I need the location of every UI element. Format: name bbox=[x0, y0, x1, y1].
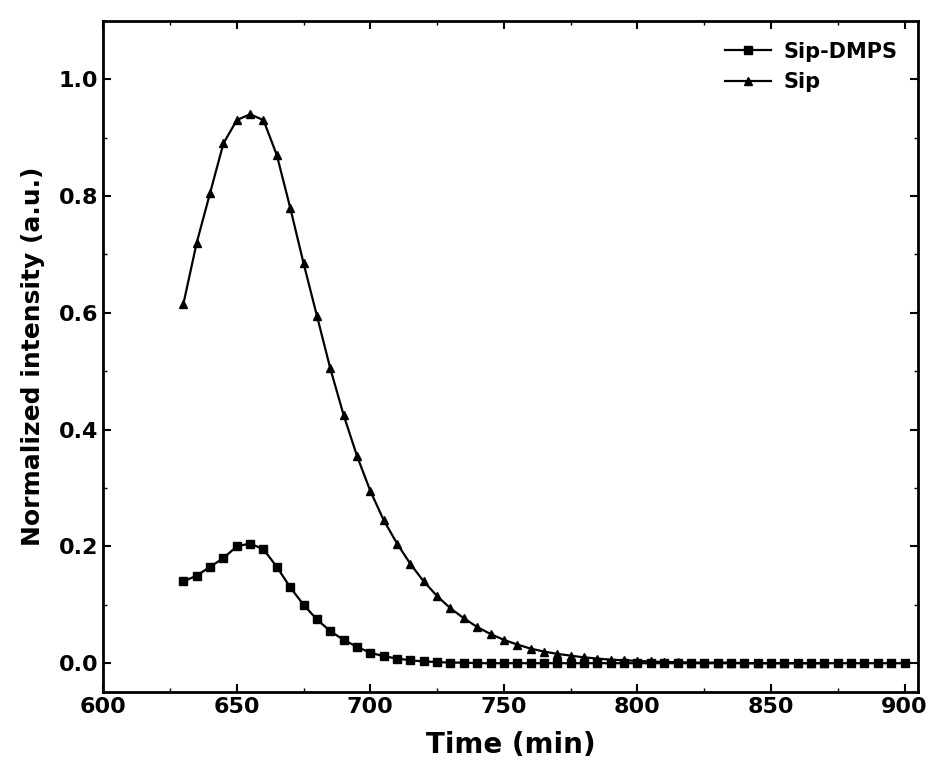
Sip bbox=[658, 658, 670, 667]
Sip bbox=[218, 139, 229, 148]
Sip-DMPS bbox=[899, 658, 910, 668]
Sip-DMPS bbox=[244, 539, 256, 548]
Legend: Sip-DMPS, Sip: Sip-DMPS, Sip bbox=[714, 31, 907, 102]
Sip bbox=[645, 657, 656, 666]
Sip bbox=[271, 151, 282, 160]
Sip bbox=[539, 647, 550, 656]
Sip bbox=[445, 604, 456, 613]
Sip bbox=[418, 576, 429, 586]
Sip bbox=[338, 410, 350, 420]
Sip bbox=[632, 656, 643, 665]
Sip bbox=[565, 651, 577, 661]
Sip bbox=[204, 189, 216, 198]
Sip bbox=[698, 658, 710, 668]
Sip bbox=[191, 238, 202, 247]
Sip bbox=[792, 658, 804, 668]
Sip bbox=[685, 658, 696, 668]
Sip bbox=[365, 486, 376, 495]
Sip bbox=[525, 644, 537, 654]
Sip bbox=[378, 516, 390, 525]
Sip-DMPS bbox=[271, 562, 282, 572]
Sip bbox=[325, 363, 336, 373]
Line: Sip: Sip bbox=[180, 110, 828, 668]
Line: Sip-DMPS: Sip-DMPS bbox=[180, 539, 909, 668]
Sip-DMPS bbox=[885, 658, 897, 668]
Sip bbox=[484, 629, 496, 639]
Sip bbox=[511, 640, 522, 649]
Sip-DMPS bbox=[325, 626, 336, 636]
Sip bbox=[405, 559, 416, 569]
Sip bbox=[752, 658, 764, 668]
Sip bbox=[592, 654, 603, 663]
Sip bbox=[618, 656, 630, 665]
Sip-DMPS bbox=[458, 658, 469, 668]
Sip-DMPS bbox=[178, 576, 189, 586]
Sip bbox=[391, 539, 403, 548]
Sip bbox=[712, 658, 723, 668]
Sip bbox=[231, 115, 242, 125]
Sip bbox=[806, 658, 817, 668]
Sip bbox=[298, 258, 310, 268]
Sip-DMPS bbox=[471, 658, 483, 668]
Sip bbox=[471, 622, 483, 632]
Sip bbox=[552, 649, 563, 658]
X-axis label: Time (min): Time (min) bbox=[426, 731, 596, 759]
Sip bbox=[725, 658, 736, 668]
Sip-DMPS bbox=[846, 658, 857, 668]
Sip bbox=[605, 655, 617, 665]
Sip bbox=[284, 203, 295, 212]
Sip bbox=[498, 635, 509, 644]
Sip bbox=[178, 300, 189, 309]
Sip bbox=[779, 658, 790, 668]
Sip bbox=[672, 658, 683, 667]
Sip bbox=[257, 115, 269, 125]
Sip bbox=[819, 658, 830, 668]
Sip bbox=[738, 658, 750, 668]
Sip bbox=[458, 614, 469, 623]
Sip-DMPS bbox=[365, 648, 376, 658]
Sip bbox=[312, 311, 323, 321]
Sip bbox=[766, 658, 777, 668]
Sip bbox=[352, 451, 363, 460]
Sip bbox=[431, 591, 443, 601]
Sip bbox=[579, 653, 590, 662]
Y-axis label: Normalized intensity (a.u.): Normalized intensity (a.u.) bbox=[21, 167, 45, 546]
Sip bbox=[244, 110, 256, 119]
